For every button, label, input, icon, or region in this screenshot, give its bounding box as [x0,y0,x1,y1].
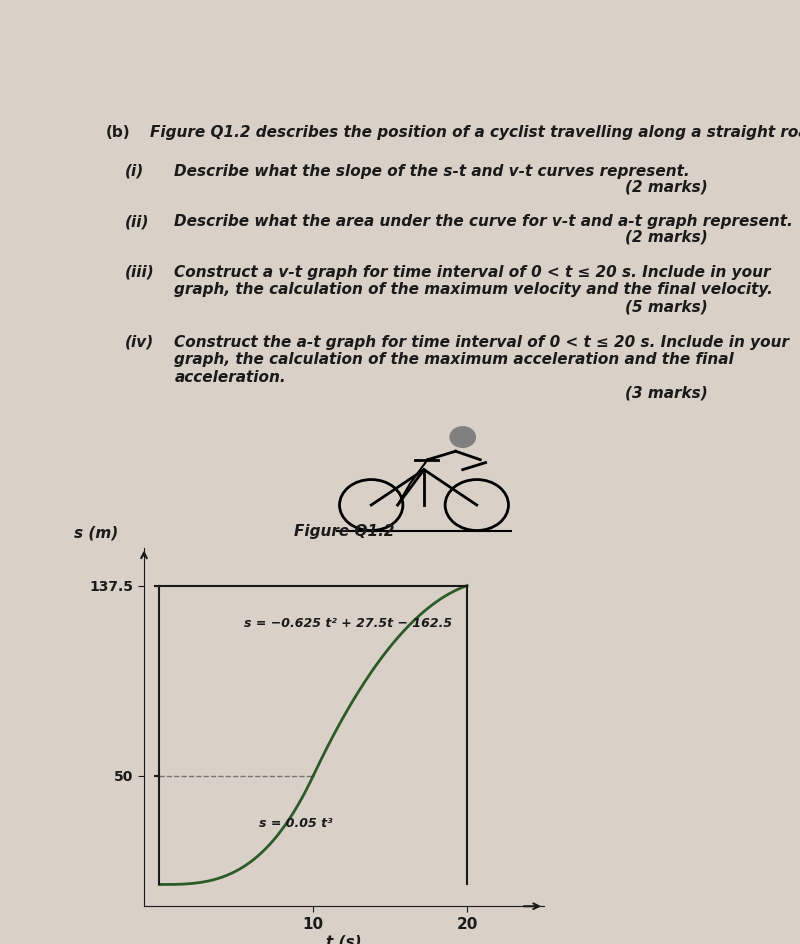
Text: (3 marks): (3 marks) [625,385,708,400]
Text: Describe what the area under the curve for v-t and a-t graph represent.: Describe what the area under the curve f… [174,214,793,229]
Text: s = 0.05 t³: s = 0.05 t³ [259,818,333,830]
Title: Figure Q1.2: Figure Q1.2 [294,525,394,539]
Text: (2 marks): (2 marks) [625,230,708,244]
Text: (i): (i) [125,164,144,178]
Circle shape [450,428,475,447]
Text: Construct the a-t graph for time interval of 0 < t ≤ 20 s. Include in your
graph: Construct the a-t graph for time interva… [174,335,790,385]
Text: (b): (b) [106,125,131,140]
Text: Construct a v-t graph for time interval of 0 < t ≤ 20 s. Include in your
graph, : Construct a v-t graph for time interval … [174,265,773,297]
Text: (iii): (iii) [125,265,154,280]
Text: Figure Q1.2 describes the position of a cyclist travelling along a straight road: Figure Q1.2 describes the position of a … [150,125,800,140]
Text: (iv): (iv) [125,335,154,350]
Text: (2 marks): (2 marks) [625,179,708,194]
Y-axis label: s (m): s (m) [74,526,118,540]
Text: Describe what the slope of the s-t and v-t curves represent.: Describe what the slope of the s-t and v… [174,164,690,178]
Text: s = −0.625 t² + 27.5t − 162.5: s = −0.625 t² + 27.5t − 162.5 [244,617,452,630]
Text: (ii): (ii) [125,214,150,229]
X-axis label: t (s): t (s) [326,935,362,944]
Text: (5 marks): (5 marks) [625,300,708,315]
